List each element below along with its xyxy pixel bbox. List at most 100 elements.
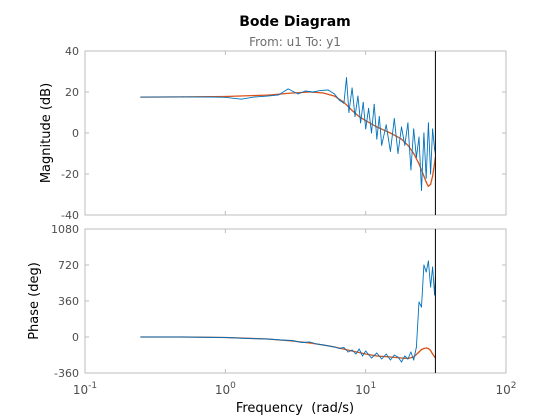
magnitude-measured-segment [287,88,299,95]
phase-measured-segment [358,348,363,357]
magnitude-measured-segment [418,136,422,191]
phase-measured-segment [415,301,420,348]
magnitude-measured-segment [410,128,415,171]
phase-measured-segment [418,301,422,308]
magnitude-model-segment [224,94,269,98]
magnitude-measured-segment [427,122,432,175]
magnitude-model-segment [365,120,378,128]
magnitude-measured-segment [312,89,322,93]
phase-measured-segment [393,354,399,358]
phase-measured-segment [362,350,367,357]
phase-measured-segment [316,343,324,346]
magnitude-model-segment [418,163,425,177]
phase-measured-segment [343,347,349,353]
phase-measured-segment [430,266,434,288]
magnitude-measured-segment [393,118,399,154]
phase-measured-segment [347,349,353,353]
magnitude-measured-segment [421,132,425,191]
magnitude-measured-segment [385,124,391,152]
phase-measured-segment [385,353,391,361]
phase-model-segment [365,353,378,357]
frequency-axis-label: Frequency (rad/s) [236,401,354,416]
magnitude-measured-series [140,77,436,191]
frequency-x-ticks: 10-1 100 101 102 [73,51,517,397]
magnitude-panel: Magnitude (dB) 40 20 0 -20 -40 [39,45,507,222]
magnitude-measured-segment [397,126,402,154]
magnitude-measured-segment [401,126,406,146]
magnitude-measured-segment [278,88,289,96]
magnitude-model-segment [333,95,345,103]
phase-measured-segment [397,356,402,363]
phase-y-ticks: 1080 720 360 0 -360 [51,223,506,380]
phase-axis-label: Phase (deg) [27,262,42,340]
magnitude-measured-segment [362,101,367,130]
magnitude-y-tick-label: 40 [65,45,79,58]
phase-measured-segment [182,336,226,338]
magnitude-measured-segment [343,77,347,104]
phase-measured-segment [404,355,409,360]
magnitude-measured-segment [357,95,362,124]
magnitude-model-segment [407,144,415,155]
magnitude-measured-segment [407,122,412,171]
magnitude-measured-segment [334,93,340,101]
phase-measured-segment [280,339,293,341]
phase-measured-segment [322,344,330,347]
phase-measured-segment [423,264,427,273]
chart-subtitle: From: u1 To: y1 [249,35,341,49]
magnitude-measured-segment [423,132,427,179]
chart-title: Bode Diagram [239,14,351,30]
phase-measured-segment [427,260,432,288]
phase-measured-segment [334,346,340,349]
magnitude-model-segment [322,92,336,97]
magnitude-measured-segment [338,99,345,104]
magnitude-measured-segment [327,89,335,95]
phase-measured-segment [432,266,436,296]
phase-measured-segment [301,341,311,343]
magnitude-y-tick-label: -20 [61,168,79,181]
x-tick-label: 10-1 [73,381,97,397]
phase-measured-segment [249,338,269,340]
magnitude-model-segment [343,101,353,112]
phase-measured-segment [291,340,303,343]
magnitude-measured-segment [253,95,269,98]
phase-measured-segment [413,346,417,361]
phase-measured-segment [338,347,345,349]
magnitude-measured-segment [389,118,395,152]
phase-model-segment [351,350,367,355]
magnitude-measured-segment [348,87,353,113]
magnitude-measured-segment [368,107,372,134]
magnitude-measured-segment [360,101,364,124]
phase-y-tick-label: 360 [58,295,79,308]
magnitude-measured-segment [413,128,417,159]
magnitude-model-segment [413,152,420,165]
magnitude-measured-segment [267,94,280,97]
magnitude-measured-segment [304,90,314,93]
magnitude-measured-segment [430,128,434,175]
phase-measured-segment [425,260,429,273]
phase-measured-segment [351,349,357,355]
magnitude-axes-box [84,50,507,216]
phase-measured-segment [371,352,378,359]
phase-measured-segment [328,345,335,348]
magnitude-measured-segment [381,124,387,146]
x-tick-label: 102 [495,381,516,397]
magnitude-measured-segment [378,116,383,146]
phase-measured-segment [376,352,383,360]
phase-y-tick-label: -360 [54,367,79,380]
magnitude-model-segment [429,175,434,185]
phase-measured-segment [410,351,415,361]
magnitude-measured-segment [373,103,378,140]
phase-measured-segment [401,355,406,363]
phase-y-tick-label: 1080 [51,223,79,236]
magnitude-measured-segment [404,122,409,146]
magnitude-measured-segment [297,90,306,95]
magnitude-measured-segment [224,96,242,100]
phase-measured-segment [381,353,387,360]
magnitude-model-segment [423,175,427,183]
magnitude-measured-segment [376,116,380,140]
magnitude-y-tick-label: 20 [65,86,79,99]
phase-measured-segment [421,264,425,308]
magnitude-measured-segment [415,136,420,159]
phase-axes-box [84,228,507,374]
